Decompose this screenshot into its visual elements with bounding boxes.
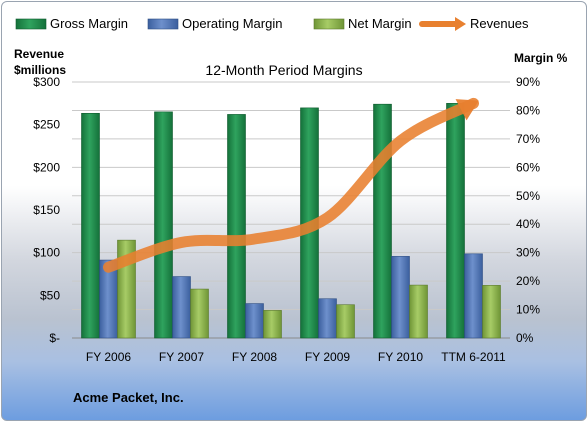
net-margin-bar xyxy=(336,304,355,339)
right-tick-label: 30% xyxy=(516,246,540,260)
right-axis-label: Margin % xyxy=(514,51,568,65)
chart-title: 12-Month Period Margins xyxy=(205,62,362,78)
net-margin-legend-label: Net Margin xyxy=(348,16,412,31)
right-tick-label: 0% xyxy=(516,331,534,345)
revenues-legend-arrowhead xyxy=(455,17,466,31)
gridlines xyxy=(72,81,510,339)
left-tick-label: $- xyxy=(49,331,60,345)
operating-margin-bar xyxy=(391,256,410,339)
left-tick-label: $300 xyxy=(33,75,60,89)
left-axis-label-line2: $millions xyxy=(14,63,66,77)
gross-margin-bar xyxy=(81,112,100,339)
right-tick-label: 20% xyxy=(516,274,540,288)
category-label: FY 2010 xyxy=(378,350,423,364)
gross-margin-legend-label: Gross Margin xyxy=(50,16,128,31)
right-tick-label: 40% xyxy=(516,217,540,231)
operating-margin-bar xyxy=(245,303,264,339)
gross-margin-bar xyxy=(373,103,392,339)
net-margin-bar xyxy=(263,310,282,339)
operating-margin-legend-label: Operating Margin xyxy=(182,16,282,31)
gross-margin-bar xyxy=(154,111,173,339)
net-margin-bar xyxy=(409,284,428,339)
category-label: TTM 6-2011 xyxy=(441,350,506,364)
gross-margin-bar xyxy=(446,103,465,339)
legend: Gross Margin Operating Margin Net Margin Re… xyxy=(15,16,529,31)
right-tick-label: 10% xyxy=(516,303,540,317)
revenues-legend-label: Revenues xyxy=(470,16,529,31)
net-margin-legend-swatch xyxy=(313,18,345,30)
category-label: FY 2007 xyxy=(159,350,204,364)
left-tick-label: $150 xyxy=(33,203,60,217)
operating-margin-bar xyxy=(318,298,337,339)
gross-margin-legend-swatch xyxy=(15,18,47,30)
axis-ticks: $- $50 $100 $150 $200 $250 $300 0% 10% 20% 30% 40% 5… xyxy=(33,75,540,364)
left-tick-label: $200 xyxy=(33,160,60,174)
left-tick-label: $100 xyxy=(33,246,60,260)
revenues-arrowhead xyxy=(455,99,479,121)
operating-margin-bar xyxy=(172,276,191,339)
left-tick-label: $250 xyxy=(33,118,60,132)
net-margin-bar xyxy=(482,285,501,339)
operating-margin-legend-swatch xyxy=(147,18,179,30)
right-tick-label: 60% xyxy=(516,160,540,174)
net-margin-bar xyxy=(190,288,209,339)
revenue-line xyxy=(103,97,479,273)
left-axis-label-line1: Revenue xyxy=(14,47,64,61)
category-label: FY 2009 xyxy=(305,350,350,364)
category-label: FY 2006 xyxy=(86,350,131,364)
left-tick-label: $50 xyxy=(40,288,60,302)
right-tick-label: 80% xyxy=(516,103,540,117)
operating-margin-bar xyxy=(464,253,483,339)
right-tick-label: 90% xyxy=(516,75,540,89)
right-tick-label: 50% xyxy=(516,189,540,203)
right-tick-label: 70% xyxy=(516,132,540,146)
gross-margin-bar xyxy=(227,114,246,339)
company-name: Acme Packet, Inc. xyxy=(73,390,184,405)
category-label: FY 2008 xyxy=(232,350,277,364)
revenues-line xyxy=(103,97,479,273)
